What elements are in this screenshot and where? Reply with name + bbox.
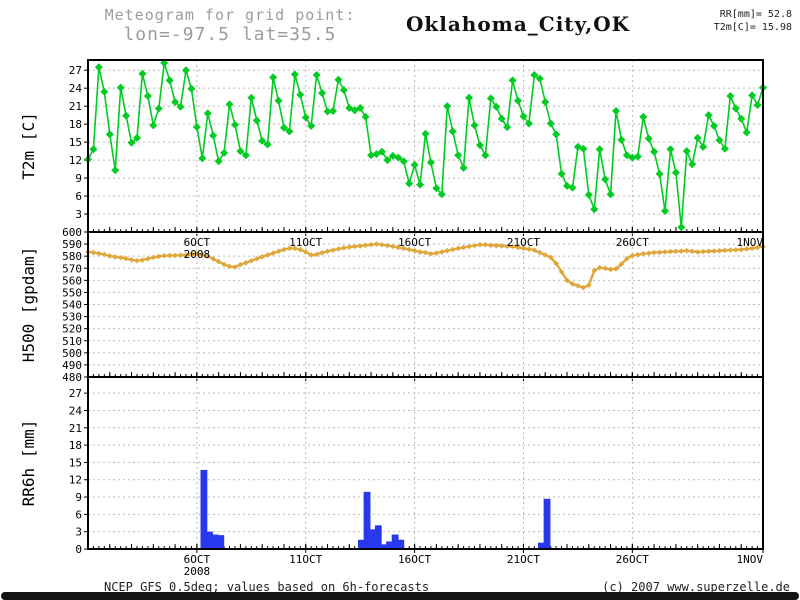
- ytick-label: 590: [62, 238, 82, 251]
- ytick-label: 500: [62, 347, 82, 360]
- xtick-label: 1NOV: [737, 236, 764, 249]
- xtick-label: 11OCT: [289, 553, 322, 566]
- footer-model-info: NCEP GFS 0.5deg; values based on 6h-fore…: [104, 580, 430, 594]
- ytick-label: 18: [69, 118, 82, 131]
- header-line1: Meteogram for grid point:: [104, 6, 356, 24]
- bottom-bar: [1, 592, 799, 600]
- yaxis-title-h500: H500 [gpdam]: [19, 247, 38, 363]
- ytick-label: 6: [75, 190, 82, 203]
- xtick-label: 21OCT: [507, 236, 540, 249]
- ytick-label: 580: [62, 250, 82, 263]
- ytick-label: 27: [69, 387, 82, 400]
- xtick-year-label: 2008: [184, 565, 211, 578]
- ytick-label: 0: [75, 543, 82, 556]
- ytick-label: 24: [69, 82, 83, 95]
- ytick-label: 540: [62, 299, 82, 312]
- xtick-label: 16OCT: [398, 236, 431, 249]
- xtick-label: 6OCT: [184, 236, 211, 249]
- ytick-label: 3: [75, 526, 82, 539]
- ytick-label: 560: [62, 274, 82, 287]
- ytick-label: 27: [69, 64, 82, 77]
- ytick-label: 550: [62, 286, 82, 299]
- footer-copyright: (c) 2007 www.superzelle.de: [602, 580, 790, 594]
- ytick-label: 21: [69, 100, 82, 113]
- yaxis-title-rr6h: RR6h [mm]: [19, 420, 38, 507]
- t2m-current-readout: T2m[C]= 15.98: [713, 22, 792, 33]
- ytick-label: 3: [75, 208, 82, 221]
- ytick-label: 12: [69, 474, 82, 487]
- header-coordinates: lon=-97.5 lat=35.5: [123, 24, 337, 45]
- ytick-label: 15: [69, 456, 82, 469]
- ytick-label: 9: [75, 172, 82, 185]
- xtick-year-label: 2008: [184, 248, 211, 261]
- rr-total-readout: RR[mm]= 52.8: [719, 9, 792, 20]
- ytick-label: 6: [75, 508, 82, 521]
- ytick-label: 570: [62, 262, 82, 275]
- h500-series: [85, 241, 766, 291]
- xtick-label: 11OCT: [289, 236, 322, 249]
- ytick-label: 520: [62, 323, 82, 336]
- rain-bars: [200, 469, 551, 549]
- ytick-label: 510: [62, 335, 82, 348]
- page-title: Oklahoma_City,OK: [405, 12, 631, 36]
- t2m-series: [84, 58, 767, 232]
- xtick-label: 1NOV: [737, 553, 764, 566]
- xtick-label: 16OCT: [398, 553, 431, 566]
- ytick-label: 530: [62, 311, 82, 324]
- panel-t2m: 3 6 9 12 15 18 21 24 27 T2m [C]: [19, 58, 767, 236]
- ytick-label: 480: [62, 371, 82, 384]
- ytick-label: 15: [69, 136, 82, 149]
- panel-rr6h: 0 3 6 9 12 15 18 21 24 27 RR6h [mm]: [19, 376, 764, 556]
- xtick-label: 6OCT: [184, 553, 211, 566]
- ytick-label: 12: [69, 154, 82, 167]
- xtick-label: 21OCT: [507, 553, 540, 566]
- yaxis-title-t2m: T2m [C]: [19, 112, 38, 179]
- ytick-label: 21: [69, 422, 82, 435]
- ytick-label: 490: [62, 359, 82, 372]
- ytick-label: 18: [69, 439, 82, 452]
- ytick-label: 9: [75, 491, 82, 504]
- xtick-label: 26OCT: [616, 236, 649, 249]
- xtick-label: 26OCT: [616, 553, 649, 566]
- ytick-label: 24: [69, 404, 83, 417]
- ytick-label: 600: [62, 226, 82, 239]
